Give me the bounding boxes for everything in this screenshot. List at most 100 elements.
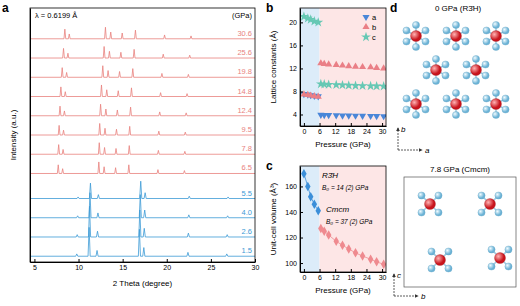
data-point (358, 81, 368, 90)
x-tick-label: 12 (332, 274, 340, 281)
atom-small (452, 21, 459, 28)
series-label: 25.6 (237, 48, 252, 57)
y-tick-mark (300, 238, 303, 239)
x-tick: 6 (318, 123, 322, 135)
data-point (339, 113, 346, 119)
atom-small (483, 38, 490, 45)
atom-small (472, 55, 479, 62)
data-point (333, 237, 338, 246)
atom-small (483, 106, 490, 113)
data-point (380, 114, 386, 120)
axis-name: c (397, 271, 401, 280)
annotation: λ = 0.6199 Å (35, 11, 77, 20)
y-tick-label: 8 (293, 88, 297, 95)
atom-small (423, 61, 430, 68)
axis-name: b (421, 292, 426, 301)
x-tick: 30 (379, 269, 387, 281)
x-tick: 0 (302, 123, 306, 135)
x-tick: 20 (163, 259, 171, 271)
panel-label: a (2, 1, 9, 15)
data-point (374, 257, 379, 266)
x-tick-mark (167, 259, 168, 262)
atom-small (452, 111, 459, 118)
atom-small (462, 27, 469, 34)
data-line (30, 66, 255, 78)
y-tick-mark (300, 263, 303, 264)
x-tick-mark (382, 123, 383, 126)
atom-large (451, 99, 462, 110)
plot-area (300, 11, 386, 120)
atom-small (443, 38, 450, 45)
annotation: B₀ = 37 (2) GPa (326, 218, 373, 226)
atom-small (492, 43, 499, 50)
atom-small (422, 27, 429, 34)
x-tick-label: 10 (75, 264, 83, 271)
data-line (30, 123, 255, 135)
y-tick-label: 16 (289, 42, 297, 49)
x-tick-label: 30 (379, 128, 387, 135)
x-tick: 10 (75, 259, 83, 271)
data-line (30, 104, 255, 116)
legend-marker (362, 15, 369, 21)
atom-small (463, 61, 470, 68)
data-point (316, 206, 321, 215)
data-point (321, 226, 326, 235)
x-tick-mark (335, 269, 336, 272)
x-tick-mark (335, 123, 336, 126)
y-tick-label: 4 (293, 111, 297, 118)
y-tick-mark (300, 91, 303, 92)
data-point (367, 114, 374, 120)
data-line (30, 206, 255, 237)
data-line (30, 162, 255, 174)
structure: 0 GPa (R3̄H)ba (398, 4, 509, 155)
axis-name: a (425, 146, 430, 155)
atom-large (485, 199, 496, 210)
x-tick-mark (366, 269, 367, 272)
axis-arrow (398, 150, 422, 151)
data-point (380, 64, 386, 70)
x-tick-label: 20 (163, 264, 171, 271)
x-axis: 0612182430 (301, 269, 387, 281)
x-tick-mark (79, 259, 80, 262)
atom-small (502, 106, 509, 113)
x-tick: 24 (363, 123, 371, 135)
atom-large (451, 31, 462, 42)
data-line (30, 143, 255, 155)
cell-box (404, 177, 516, 287)
x-tick-mark (34, 259, 35, 262)
data-point (333, 113, 340, 119)
x-tick: 12 (332, 269, 340, 281)
atom-small (435, 209, 442, 216)
data-point (372, 81, 382, 90)
y-tick-label: 120 (285, 234, 297, 241)
data-point (373, 64, 380, 70)
series-label: 7.8 (242, 144, 252, 153)
atom-small (462, 95, 469, 102)
atom-small (502, 95, 509, 102)
x-tick: 24 (363, 269, 371, 281)
atom-small (463, 72, 470, 79)
atom-large (411, 99, 422, 110)
series-label: 30.6 (237, 29, 252, 38)
data-point (381, 260, 386, 269)
atom-small (505, 263, 512, 270)
series-label: 19.8 (237, 67, 252, 76)
atom-small (488, 246, 495, 253)
atom-small (435, 192, 442, 199)
data-line (30, 227, 255, 256)
panel-label: d (390, 1, 397, 15)
data-point (352, 114, 359, 120)
figure: 510152025302 Theta (degree)Intensity (a.… (0, 0, 520, 306)
atom-small (412, 111, 419, 118)
x-tick-label: 24 (363, 128, 371, 135)
y-tick-mark (300, 212, 303, 213)
data-point (346, 244, 351, 253)
legend-label: b (372, 23, 376, 32)
x-tick-mark (351, 269, 352, 272)
atom-small (462, 38, 469, 45)
data-point (325, 60, 332, 66)
atom-small (428, 265, 435, 272)
data-point (325, 113, 332, 119)
y-tick: 20 (289, 19, 303, 26)
data-line (30, 193, 255, 218)
